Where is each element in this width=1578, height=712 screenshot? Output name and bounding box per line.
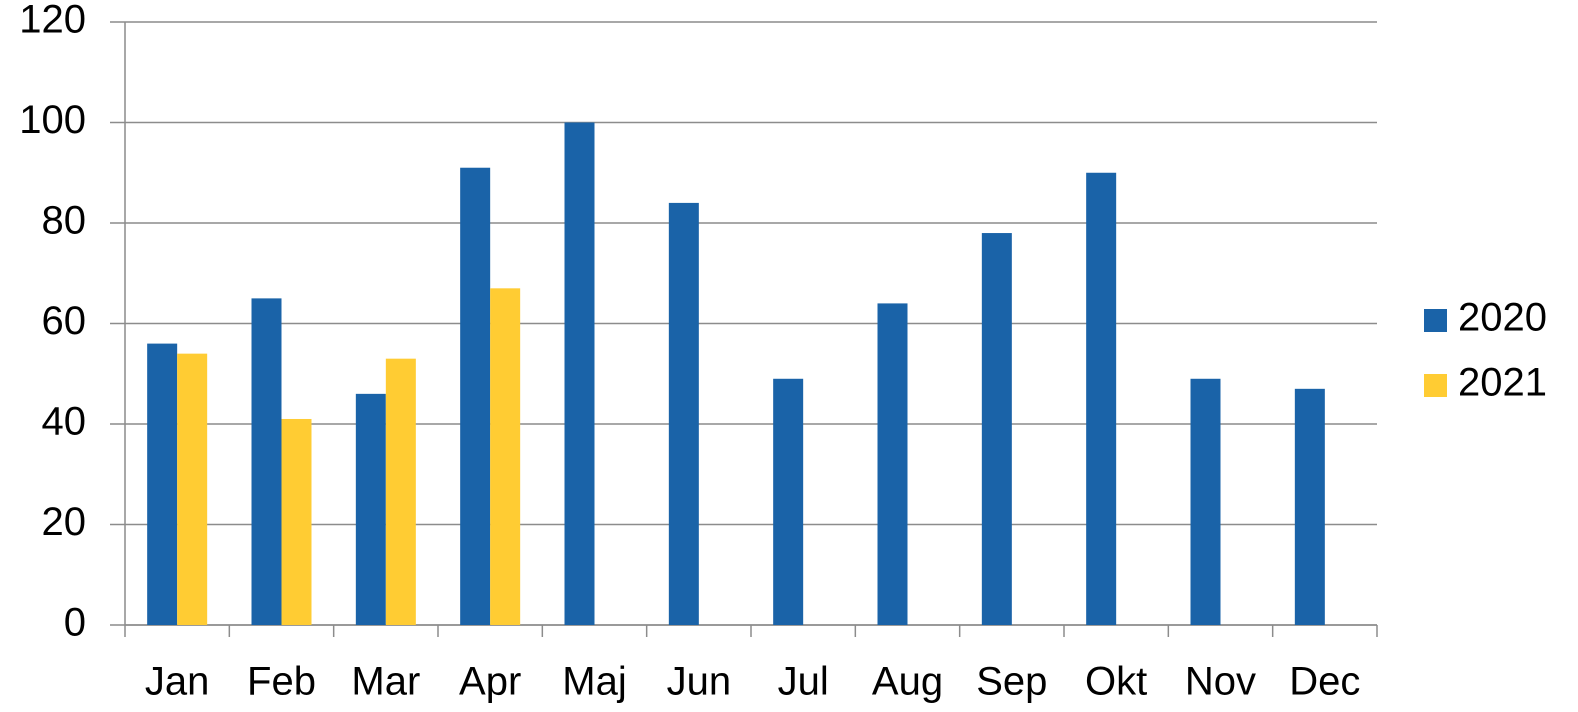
- bar: [1086, 172, 1117, 625]
- legend-label: 2020: [1458, 296, 1547, 340]
- y-tick-label: 80: [42, 199, 87, 243]
- bar: [981, 233, 1012, 626]
- x-tick-label: Aug: [872, 660, 943, 704]
- x-tick-label: Jan: [145, 660, 210, 704]
- bar: [147, 343, 178, 625]
- bar: [490, 288, 521, 625]
- x-tick-label: Mar: [351, 660, 420, 704]
- bar: [877, 303, 908, 625]
- bar: [177, 353, 208, 625]
- y-tick-label: 60: [42, 299, 87, 343]
- y-tick-label: 0: [64, 601, 86, 645]
- bar: [460, 167, 491, 625]
- y-tick-label: 100: [19, 98, 86, 142]
- bar: [355, 393, 386, 625]
- x-tick-label: Feb: [247, 660, 316, 704]
- bar: [1190, 378, 1221, 625]
- x-tick-label: Dec: [1289, 660, 1360, 704]
- bar: [668, 202, 699, 625]
- x-tick-label: Apr: [459, 660, 521, 704]
- bar: [564, 122, 595, 625]
- x-tick-label: Jul: [778, 660, 829, 704]
- bar: [1294, 388, 1325, 625]
- bar: [251, 298, 282, 625]
- legend-swatch: [1424, 309, 1447, 332]
- bar: [281, 418, 312, 625]
- bar: [773, 378, 804, 625]
- x-tick-label: Nov: [1185, 660, 1256, 704]
- legend-label: 2021: [1458, 361, 1547, 405]
- legend-swatch: [1424, 374, 1447, 397]
- y-tick-label: 20: [42, 500, 87, 544]
- x-tick-label: Sep: [976, 660, 1047, 704]
- x-tick-label: Okt: [1085, 660, 1147, 704]
- y-tick-label: 120: [19, 0, 86, 42]
- x-tick-label: Jun: [667, 660, 732, 704]
- bar: [385, 358, 416, 625]
- y-tick-label: 40: [42, 400, 87, 444]
- x-tick-label: Maj: [562, 660, 626, 704]
